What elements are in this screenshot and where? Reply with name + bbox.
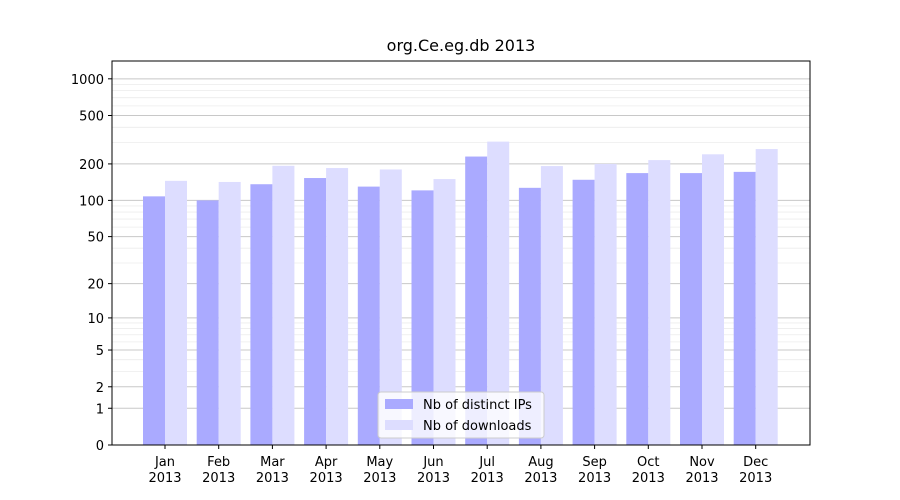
legend-label-downloads: Nb of downloads [423, 419, 532, 434]
legend-swatch-distinct-ips [385, 399, 413, 409]
bar-downloads [433, 179, 456, 445]
bar-distinct-ips [518, 187, 541, 446]
legend-swatch-downloads [385, 420, 413, 430]
x-tick-label-year: 2013 [202, 471, 235, 486]
bar-distinct-ips [626, 173, 649, 446]
x-tick-label-year: 2013 [256, 471, 289, 486]
y-tick-label: 200 [79, 158, 104, 173]
x-tick-label-year: 2013 [310, 471, 343, 486]
y-tick-label: 0 [96, 439, 104, 454]
x-tick-label-year: 2013 [578, 471, 611, 486]
bar-distinct-ips [304, 178, 327, 445]
x-tick-label-year: 2013 [471, 471, 504, 486]
x-axis: Jan2013Feb2013Mar2013Apr2013May2013Jun20… [148, 445, 772, 486]
y-tick-label: 10 [87, 312, 104, 327]
bar-distinct-ips [572, 179, 595, 445]
bar-downloads [755, 149, 778, 446]
y-tick-label: 20 [87, 278, 104, 293]
bar-distinct-ips [411, 190, 434, 445]
bar-downloads [165, 180, 187, 446]
chart-title: org.Ce.eg.db 2013 [387, 36, 536, 55]
x-tick-label-year: 2013 [524, 471, 557, 486]
x-tick-label-month: Apr [315, 455, 338, 470]
bar-downloads [702, 154, 724, 446]
bar-downloads [540, 166, 563, 445]
y-tick-label: 50 [87, 231, 104, 246]
y-tick-label: 1000 [71, 73, 104, 88]
x-tick-label-month: Oct [637, 455, 659, 470]
bar-distinct-ips [143, 196, 165, 445]
x-tick-label-year: 2013 [148, 471, 181, 486]
x-tick-label-month: Dec [743, 455, 768, 470]
bar-distinct-ips [680, 173, 702, 446]
x-tick-label-year: 2013 [739, 471, 772, 486]
legend: Nb of distinct IPs Nb of downloads [377, 391, 545, 439]
x-tick-label-year: 2013 [632, 471, 665, 486]
bars [143, 141, 778, 446]
bar-downloads [326, 168, 349, 445]
bar-downloads [379, 169, 402, 445]
bar-downloads [272, 165, 295, 446]
bar-downloads [218, 181, 241, 445]
bar-downloads [594, 163, 617, 445]
x-tick-label-month: Mar [260, 455, 285, 470]
x-tick-label-month: Jan [154, 455, 175, 470]
bar-distinct-ips [733, 171, 756, 445]
y-tick-label: 1 [96, 402, 104, 417]
x-tick-label-month: Jun [422, 455, 443, 470]
x-tick-label-month: Nov [689, 455, 715, 470]
y-axis: 0 1 2 5 10 20 50 100 200 500 1000 [71, 73, 112, 454]
plot-frame [111, 60, 811, 446]
x-tick-label-month: Feb [207, 455, 230, 470]
bar-distinct-ips [465, 156, 488, 445]
x-tick-label-month: May [366, 455, 393, 470]
y-tick-label: 100 [79, 194, 104, 209]
bar-distinct-ips [196, 200, 219, 445]
bar-distinct-ips [250, 184, 273, 446]
x-tick-label-year: 2013 [417, 471, 450, 486]
x-tick-label-month: Jul [478, 455, 495, 470]
x-tick-label-year: 2013 [363, 471, 396, 486]
bar-distinct-ips [357, 186, 380, 445]
bar-downloads [487, 141, 510, 446]
x-tick-label-month: Sep [582, 455, 607, 470]
y-tick-label: 500 [79, 110, 104, 125]
x-tick-label-month: Aug [528, 455, 553, 470]
y-tick-label: 5 [96, 344, 104, 359]
bar-downloads [648, 160, 671, 446]
y-tick-label: 2 [96, 381, 104, 396]
legend-label-distinct-ips: Nb of distinct IPs [423, 398, 532, 413]
legend-box [377, 391, 545, 439]
x-tick-label-year: 2013 [685, 471, 718, 486]
